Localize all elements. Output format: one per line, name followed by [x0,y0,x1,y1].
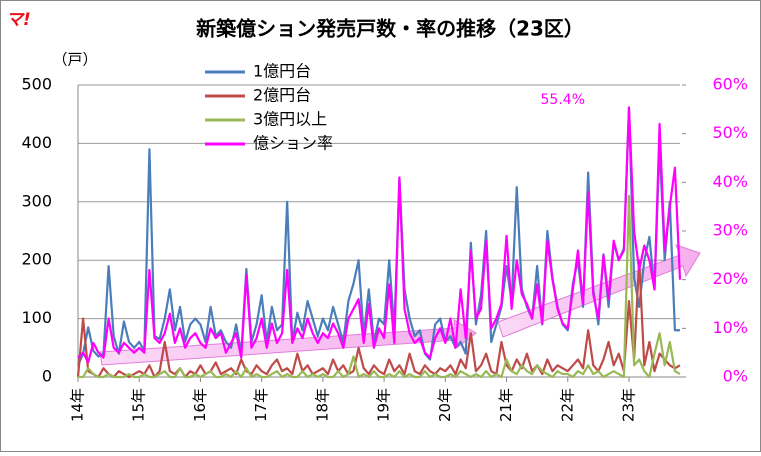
x-tick-label: 17年 [252,388,270,422]
y2-tick-label: 40% [712,172,748,191]
x-tick-label: 14年 [69,388,87,422]
x-tick-label: 22年 [558,388,576,422]
annotation: 55.4% [541,92,585,108]
y-tick-label: 0 [42,367,52,386]
y-tick-label: 500 [21,75,52,94]
y-tick-label: 200 [21,250,52,269]
series-line [78,194,681,379]
legend-label: 1億円台 [253,62,311,81]
legend-label: 3億円以上 [253,110,327,129]
y-axis-label: （戸） [52,51,97,69]
x-tick-label: 15年 [130,388,148,422]
y-tick-label: 400 [21,133,52,152]
y2-tick-label: 60% [712,75,748,94]
y2-tick-label: 30% [712,221,748,240]
y2-tick-label: 0% [723,367,748,386]
x-tick-label: 20年 [436,388,454,422]
y2-tick-label: 50% [712,123,748,142]
x-tick-label: 23年 [619,388,637,422]
grid: 0 100 200 300 400 500 0% 10% 20% 30% 40% 50% 60% 14年 1… [21,75,748,423]
y-tick-label: 300 [21,191,52,210]
x-tick-label: 18年 [313,388,331,422]
y2-tick-label: 20% [712,269,748,288]
x-tick-label: 19年 [375,388,393,422]
logo: マ! [6,10,31,30]
x-tick-label: 16年 [191,388,209,422]
legend-label: 2億円台 [253,86,311,105]
series-line [77,106,682,364]
plot [76,106,682,379]
x-tick-label: 21年 [497,388,515,422]
y-tick-label: 100 [21,308,52,327]
legend-label: 億ション率 [253,134,333,153]
y2-tick-label: 10% [712,318,748,337]
chart-title: 新築億ション発売戸数・率の推移（23区） [196,17,584,41]
